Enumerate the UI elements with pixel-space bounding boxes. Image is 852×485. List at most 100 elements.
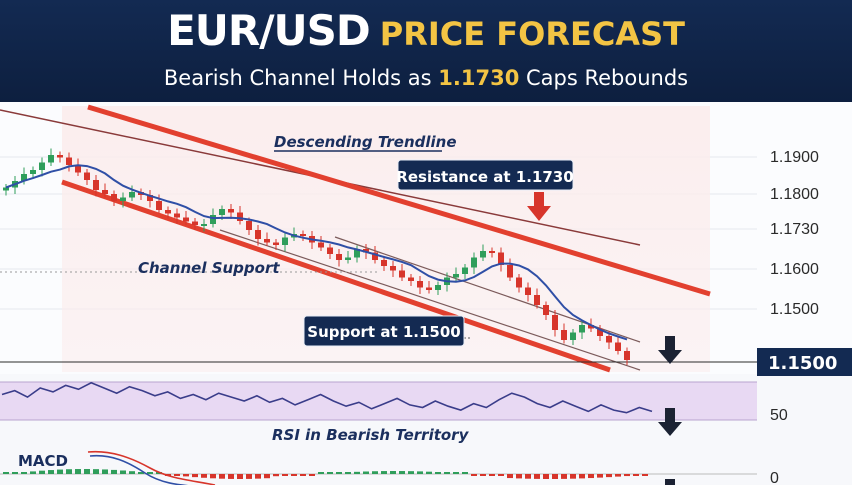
candle-body [570, 332, 576, 340]
macd-bar [579, 474, 585, 479]
macd-zero-label: 0 [770, 470, 779, 485]
candle-body [273, 242, 279, 245]
rsi-annotation: RSI in Bearish Territory [272, 426, 470, 444]
macd-bar [354, 471, 360, 474]
candle-body [615, 342, 621, 351]
macd-bar [336, 472, 342, 474]
macd-bar [30, 471, 36, 474]
macd-bar [552, 474, 558, 479]
macd-bar [318, 472, 324, 474]
price-tick-label: 1.1800 [770, 186, 819, 203]
candle-body [111, 194, 117, 201]
candle-body [183, 217, 189, 222]
macd-bar [201, 474, 207, 478]
macd-line [89, 454, 189, 485]
macd-bar [93, 469, 99, 474]
macd-bar [300, 474, 306, 476]
macd-bar [291, 474, 297, 476]
macd-bar [264, 474, 270, 479]
macd-bar [588, 474, 594, 479]
candle-body [462, 267, 468, 274]
candle-body [525, 287, 531, 295]
candle-body [210, 215, 216, 224]
candle-body [561, 330, 567, 340]
candle-body [201, 224, 207, 226]
macd-bar [192, 474, 198, 478]
candle-body [471, 257, 477, 268]
candle-body [498, 252, 504, 265]
macd-bar [228, 474, 234, 479]
candle-body [102, 190, 108, 194]
page-subtitle: Bearish Channel Holds as 1.1730 Caps Reb… [0, 66, 852, 90]
macd-bar [372, 471, 378, 474]
macd-bar [426, 471, 432, 474]
candle-body [408, 277, 414, 281]
moving-average-line [5, 164, 628, 341]
candle-body [300, 234, 306, 236]
candle-body [426, 287, 432, 290]
macd-bar [246, 474, 252, 479]
candle-body [21, 174, 27, 181]
macd-bar [327, 472, 333, 474]
macd-bar [363, 471, 369, 474]
macd-bar [111, 469, 117, 474]
candle-body [84, 172, 90, 180]
rsi-down-arrow-icon [658, 408, 682, 436]
candle-body [129, 192, 135, 198]
candle-body [219, 209, 225, 215]
macd-bar [183, 474, 189, 477]
price-tick-label: 1.1600 [770, 261, 819, 278]
subtitle-before: Bearish Channel Holds as [163, 66, 439, 90]
macd-bar [615, 474, 621, 477]
channel-upper-line [87, 104, 711, 297]
macd-bar [597, 474, 603, 478]
candle-body [3, 187, 9, 191]
candle-body [345, 257, 351, 260]
candle-body [579, 325, 585, 333]
macd-signal-line [87, 450, 216, 485]
macd-bar [507, 474, 513, 479]
resistance-callout-label: Resistance at 1.1730 [396, 168, 573, 186]
resistance-callout-box [397, 159, 574, 191]
macd-bar [48, 470, 54, 474]
candle-body [147, 195, 153, 201]
macd-bar [570, 474, 576, 479]
candle-body [165, 210, 171, 214]
macd-bar [12, 472, 18, 474]
macd-bar [57, 469, 63, 474]
macd-bar [435, 472, 441, 474]
page-title: EUR/USD PRICE FORECAST [0, 6, 852, 55]
macd-bar [138, 471, 144, 474]
subtitle-highlight: 1.1730 [438, 66, 520, 90]
candle-body [417, 281, 423, 288]
candle-body [174, 213, 180, 218]
macd-bar [84, 469, 90, 474]
macd-bar [39, 470, 45, 474]
macd-bar [147, 472, 153, 474]
channel-lower-line [61, 179, 611, 373]
candle-body [336, 254, 342, 260]
price-tick-label: 1.1730 [770, 221, 819, 238]
macd-bar [633, 474, 639, 476]
candle-body [516, 277, 522, 288]
rsi-band [0, 382, 757, 420]
forecast-chart: 1.1900 1.1800 1.1730 1.1600 1.1500 1.150… [0, 102, 852, 485]
current-price-box [757, 348, 852, 376]
candle-body [75, 165, 81, 173]
trendline-annotation: Descending Trendline [274, 133, 457, 151]
candle-body [264, 239, 270, 243]
macd-bar [525, 474, 531, 479]
macd-bar [543, 474, 549, 479]
macd-bar [3, 472, 9, 474]
macd-bar [66, 469, 72, 474]
macd-bar [606, 474, 612, 478]
channel-support-annotation: Channel Support [138, 259, 280, 277]
price-tick-label: 1.1900 [770, 149, 819, 166]
candle-body [318, 242, 324, 248]
header-banner: EUR/USD PRICE FORECAST Bearish Channel Ho… [0, 0, 852, 102]
candle-body [390, 266, 396, 271]
candle-body [606, 336, 612, 343]
candle-body [489, 251, 495, 253]
candle-body [363, 249, 369, 253]
macd-bar [624, 474, 630, 477]
